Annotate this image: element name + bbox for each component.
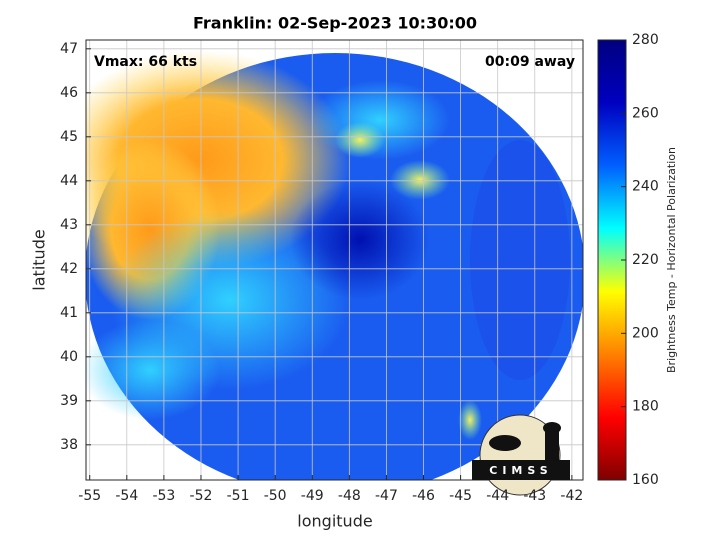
y-tick-label: 41 [60, 305, 78, 321]
y-tick-label: 38 [60, 437, 78, 453]
chart-title: Franklin: 02-Sep-2023 10:30:00 [193, 14, 477, 33]
logo: CIMSS [472, 414, 570, 496]
x-tick-label: -44 [486, 488, 509, 504]
logo-text: CIMSS [489, 464, 552, 477]
y-tick-label: 43 [60, 217, 78, 233]
x-tick-label: -49 [301, 488, 324, 504]
x-axis-label: longitude [297, 512, 372, 531]
plot-area: Franklin: 02-Sep-2023 10:30:00 Vmax: 66 … [30, 14, 584, 531]
y-tick-label: 45 [60, 129, 78, 145]
x-tick-label: -53 [152, 488, 175, 504]
x-tick-label: -55 [78, 488, 101, 504]
y-tick-label: 42 [60, 261, 78, 277]
x-tick-label: -43 [523, 488, 546, 504]
x-tick-label: -46 [412, 488, 435, 504]
y-tick-label: 46 [60, 85, 78, 101]
satellite-swath [86, 50, 583, 480]
x-tick-label: -54 [115, 488, 138, 504]
axes-frame [85, 39, 584, 481]
colorbar-tick-label: 220 [632, 252, 659, 268]
annotation: Vmax: 66 kts [94, 54, 197, 70]
colorbar-tick-label: 260 [632, 105, 659, 121]
colorbar: Brightness Temp - Horizontal Polarizatio… [597, 32, 678, 488]
colorbar-tick-label: 280 [632, 32, 659, 48]
x-tick-label: -51 [227, 488, 250, 504]
x-tick-label: -50 [264, 488, 287, 504]
y-tick-label: 40 [60, 349, 78, 365]
colorbar-tick-label: 200 [632, 325, 659, 341]
colorbar-tick-label: 160 [632, 472, 659, 488]
colorbar-tick-label: 240 [632, 179, 659, 195]
y-axis-label: latitude [30, 229, 49, 290]
x-tick-label: -52 [190, 488, 213, 504]
colorbar-tick-label: 180 [632, 399, 659, 415]
y-tick-label: 47 [60, 41, 78, 57]
x-tick-label: -47 [375, 488, 398, 504]
colorbar-label: Brightness Temp - Horizontal Polarizatio… [665, 147, 678, 373]
y-tick-label: 44 [60, 173, 78, 189]
annotation: 00:09 away [485, 54, 575, 70]
y-tick-label: 39 [60, 393, 78, 409]
x-tick-label: -48 [338, 488, 361, 504]
x-tick-label: -45 [449, 488, 472, 504]
x-tick-label: -42 [560, 488, 583, 504]
